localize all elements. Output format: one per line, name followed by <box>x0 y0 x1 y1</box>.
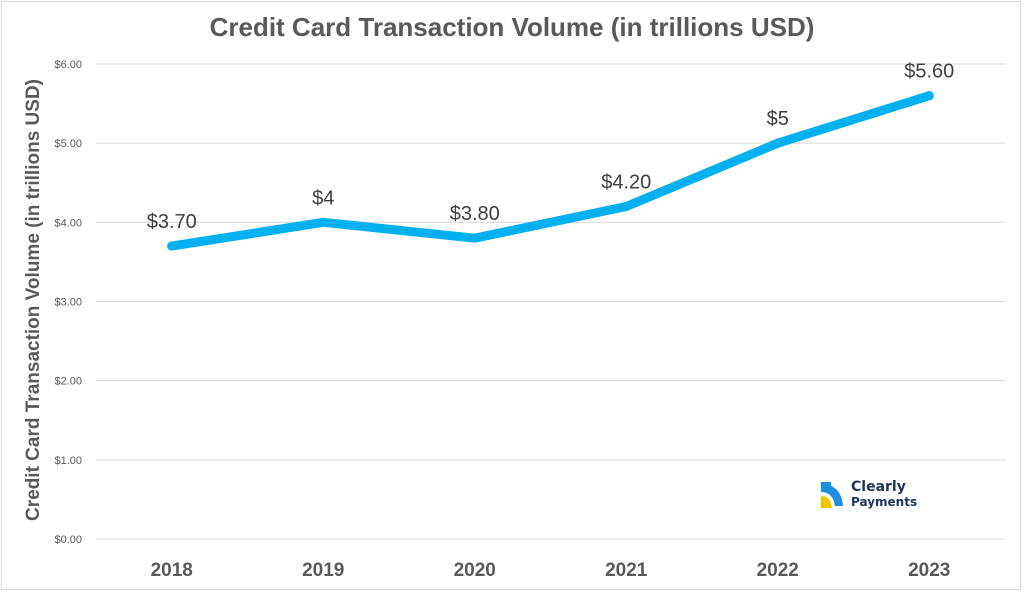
logo-yellow-arc-icon <box>821 496 832 508</box>
clearly-payments-logo: Clearly Payments <box>819 480 929 514</box>
series-group <box>167 91 934 251</box>
x-tick-label: 2019 <box>302 560 344 581</box>
data-label: $5 <box>767 108 789 130</box>
data-label: $3.70 <box>147 211 197 233</box>
x-tick-label: 2018 <box>151 560 193 581</box>
x-tick-label: 2023 <box>908 560 950 581</box>
y-tick-label: $2.00 <box>54 376 82 388</box>
x-tick-labels: 2018 2019 2020 2021 2022 2023 <box>151 560 951 581</box>
y-tick-label: $4.00 <box>54 217 82 229</box>
x-tick-label: 2020 <box>454 560 496 581</box>
data-point <box>318 217 328 227</box>
logo-text-line2: Payments <box>851 495 918 509</box>
data-labels: $3.70 $4 $3.80 $4.20 $5 $5.60 <box>147 61 955 233</box>
data-label: $4.20 <box>601 172 651 194</box>
data-label: $3.80 <box>450 203 500 225</box>
data-label: $4 <box>312 187 334 209</box>
data-point <box>621 202 631 211</box>
x-tick-label: 2022 <box>757 560 799 581</box>
data-label: $5.60 <box>904 61 954 83</box>
y-tick-label: $3.00 <box>54 297 82 309</box>
data-point <box>470 233 480 243</box>
logo-text-line1: Clearly <box>851 479 906 495</box>
series-line <box>167 91 934 251</box>
y-tick-label: $5.00 <box>54 138 82 150</box>
logo-blue-arc-icon <box>821 484 843 506</box>
gridlines <box>96 63 1005 540</box>
x-tick-label: 2021 <box>605 560 648 581</box>
data-point <box>167 241 177 251</box>
y-tick-label: $0.00 <box>54 534 82 546</box>
y-tick-label: $1.00 <box>54 455 82 467</box>
data-point <box>924 91 934 101</box>
chart-title: Credit Card Transaction Volume (in trill… <box>209 12 815 42</box>
data-point <box>773 138 783 148</box>
y-tick-labels: $0.00 $1.00 $2.00 $3.00 $4.00 $5.00 $6.00 <box>54 59 82 546</box>
y-tick-label: $6.00 <box>54 59 82 71</box>
clearly-payments-logo-icon <box>821 482 843 508</box>
